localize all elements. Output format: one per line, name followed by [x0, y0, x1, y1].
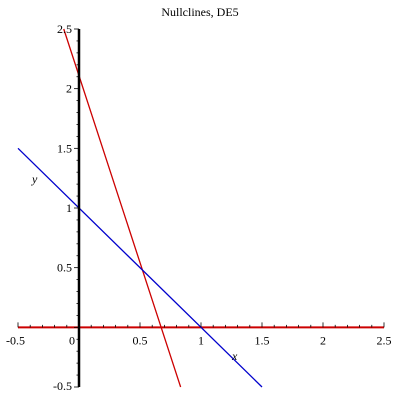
- x-tick-label: 0: [69, 333, 75, 347]
- x-tick-label: 1: [198, 333, 204, 347]
- chart-title: Nullclines, DE5: [161, 5, 238, 19]
- series-line-2: [63, 28, 182, 388]
- x-tick-label: 2: [320, 333, 326, 347]
- y-tick-label: 1: [66, 201, 72, 215]
- y-tick-label: 0.5: [57, 261, 72, 275]
- y-axis-label: y: [31, 172, 38, 186]
- x-tick-label: 0.5: [133, 333, 148, 347]
- y-tick-label: 2: [66, 82, 72, 96]
- y-tick-label: 2.5: [57, 22, 72, 36]
- y-tick-label: -0.5: [53, 379, 72, 393]
- tick-layer: -0.5 0 0.5 1 1.5 2 2.5 -0.5 0.5 1 1.5 2 2.5: [6, 22, 392, 393]
- x-tick-label: 2.5: [377, 333, 392, 347]
- x-tick-label: 1.5: [255, 333, 270, 347]
- x-tick-label: -0.5: [6, 333, 25, 347]
- series-line-3: [17, 147, 263, 388]
- y-tick-label: 1.5: [57, 141, 72, 155]
- x-axis-label: x: [231, 349, 238, 363]
